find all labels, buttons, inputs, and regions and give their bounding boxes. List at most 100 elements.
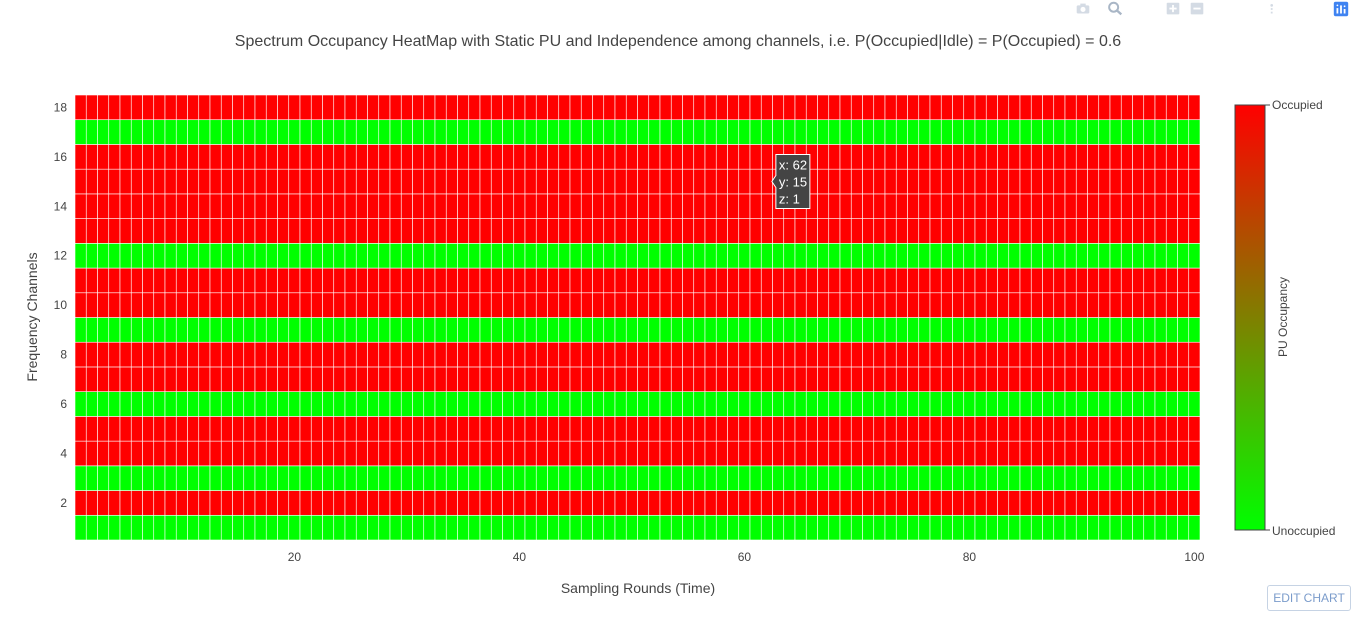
heatmap-cell[interactable] bbox=[333, 440, 346, 467]
heatmap-cell[interactable] bbox=[1165, 391, 1178, 417]
heatmap-cell[interactable] bbox=[220, 490, 233, 516]
heatmap-cell[interactable] bbox=[693, 267, 706, 294]
heatmap-cell[interactable] bbox=[997, 440, 1010, 467]
heatmap-cell[interactable] bbox=[693, 94, 706, 121]
heatmap-cell[interactable] bbox=[907, 267, 920, 294]
heatmap-cell[interactable] bbox=[873, 391, 886, 417]
heatmap-cell[interactable] bbox=[198, 243, 211, 269]
heatmap-cell[interactable] bbox=[142, 243, 155, 269]
heatmap-cell[interactable] bbox=[828, 193, 841, 219]
heatmap-cell[interactable] bbox=[400, 416, 413, 442]
heatmap-cell[interactable] bbox=[637, 94, 650, 121]
heatmap-cell[interactable] bbox=[479, 366, 492, 392]
heatmap-cell[interactable] bbox=[817, 514, 830, 541]
heatmap-cell[interactable] bbox=[277, 94, 290, 121]
heatmap-cell[interactable] bbox=[490, 168, 503, 195]
heatmap-cell[interactable] bbox=[378, 465, 391, 491]
heatmap-cell[interactable] bbox=[580, 94, 593, 121]
heatmap-cell[interactable] bbox=[1042, 267, 1055, 294]
heatmap-cell[interactable] bbox=[1098, 465, 1111, 491]
heatmap-cell[interactable] bbox=[839, 267, 852, 294]
heatmap-cell[interactable] bbox=[108, 144, 121, 170]
heatmap-cell[interactable] bbox=[715, 267, 728, 294]
heatmap-cell[interactable] bbox=[265, 514, 278, 541]
heatmap-cell[interactable] bbox=[490, 490, 503, 516]
heatmap-cell[interactable] bbox=[344, 317, 357, 343]
heatmap-cell[interactable] bbox=[333, 341, 346, 368]
heatmap-cell[interactable] bbox=[1075, 317, 1088, 343]
heatmap-cell[interactable] bbox=[592, 391, 605, 417]
heatmap-cell[interactable] bbox=[209, 317, 222, 343]
heatmap-cell[interactable] bbox=[74, 341, 87, 368]
heatmap-cell[interactable] bbox=[952, 119, 965, 145]
heatmap-cell[interactable] bbox=[333, 317, 346, 343]
heatmap-cell[interactable] bbox=[457, 490, 470, 516]
heatmap-cell[interactable] bbox=[1154, 490, 1167, 516]
heatmap-cell[interactable] bbox=[142, 119, 155, 145]
heatmap-cell[interactable] bbox=[794, 465, 807, 491]
heatmap-cell[interactable] bbox=[850, 243, 863, 269]
heatmap-cell[interactable] bbox=[310, 218, 323, 244]
heatmap-cell[interactable] bbox=[97, 292, 110, 318]
heatmap-cell[interactable] bbox=[378, 94, 391, 121]
heatmap-cell[interactable] bbox=[603, 317, 616, 343]
heatmap-cell[interactable] bbox=[243, 440, 256, 467]
heatmap-cell[interactable] bbox=[490, 341, 503, 368]
heatmap-cell[interactable] bbox=[727, 514, 740, 541]
heatmap-cell[interactable] bbox=[1019, 465, 1032, 491]
heatmap-cell[interactable] bbox=[1109, 193, 1122, 219]
heatmap-cell[interactable] bbox=[1188, 292, 1201, 318]
heatmap-cell[interactable] bbox=[952, 218, 965, 244]
heatmap-cell[interactable] bbox=[479, 94, 492, 121]
heatmap-cell[interactable] bbox=[513, 514, 526, 541]
heatmap-cell[interactable] bbox=[738, 440, 751, 467]
heatmap-cell[interactable] bbox=[153, 440, 166, 467]
heatmap-cell[interactable] bbox=[952, 292, 965, 318]
heatmap-cell[interactable] bbox=[130, 366, 143, 392]
heatmap-cell[interactable] bbox=[1042, 94, 1055, 121]
heatmap-cell[interactable] bbox=[648, 440, 661, 467]
heatmap-cell[interactable] bbox=[580, 440, 593, 467]
heatmap-cell[interactable] bbox=[299, 317, 312, 343]
heatmap-cell[interactable] bbox=[1120, 243, 1133, 269]
heatmap-cell[interactable] bbox=[1087, 144, 1100, 170]
heatmap-cell[interactable] bbox=[502, 168, 515, 195]
heatmap-cell[interactable] bbox=[760, 119, 773, 145]
heatmap-cell[interactable] bbox=[524, 440, 537, 467]
heatmap-cell[interactable] bbox=[310, 341, 323, 368]
heatmap-cell[interactable] bbox=[513, 341, 526, 368]
heatmap-cell[interactable] bbox=[1008, 465, 1021, 491]
heatmap-cell[interactable] bbox=[1019, 144, 1032, 170]
heatmap-cell[interactable] bbox=[108, 366, 121, 392]
heatmap-cell[interactable] bbox=[659, 144, 672, 170]
heatmap-cell[interactable] bbox=[74, 416, 87, 442]
heatmap-cell[interactable] bbox=[490, 119, 503, 145]
heatmap-cell[interactable] bbox=[985, 440, 998, 467]
heatmap-cell[interactable] bbox=[659, 317, 672, 343]
heatmap-cell[interactable] bbox=[693, 391, 706, 417]
heatmap-cell[interactable] bbox=[164, 465, 177, 491]
heatmap-cell[interactable] bbox=[625, 168, 638, 195]
heatmap-cell[interactable] bbox=[625, 490, 638, 516]
heatmap-cell[interactable] bbox=[142, 514, 155, 541]
heatmap-cell[interactable] bbox=[997, 490, 1010, 516]
heatmap-cell[interactable] bbox=[738, 243, 751, 269]
heatmap-cell[interactable] bbox=[535, 94, 548, 121]
heatmap-cell[interactable] bbox=[175, 144, 188, 170]
heatmap-cell[interactable] bbox=[997, 193, 1010, 219]
heatmap-cell[interactable] bbox=[760, 465, 773, 491]
heatmap-cell[interactable] bbox=[299, 465, 312, 491]
heatmap-cell[interactable] bbox=[198, 416, 211, 442]
zoom-out-icon[interactable] bbox=[1187, 0, 1207, 18]
heatmap-cell[interactable] bbox=[884, 366, 897, 392]
heatmap-cell[interactable] bbox=[209, 341, 222, 368]
heatmap-cell[interactable] bbox=[873, 514, 886, 541]
heatmap-cell[interactable] bbox=[288, 243, 301, 269]
heatmap-cell[interactable] bbox=[625, 416, 638, 442]
heatmap-cell[interactable] bbox=[862, 317, 875, 343]
heatmap-cell[interactable] bbox=[805, 119, 818, 145]
heatmap-cell[interactable] bbox=[164, 341, 177, 368]
heatmap-cell[interactable] bbox=[704, 514, 717, 541]
heatmap-cell[interactable] bbox=[1087, 168, 1100, 195]
heatmap-cell[interactable] bbox=[490, 292, 503, 318]
